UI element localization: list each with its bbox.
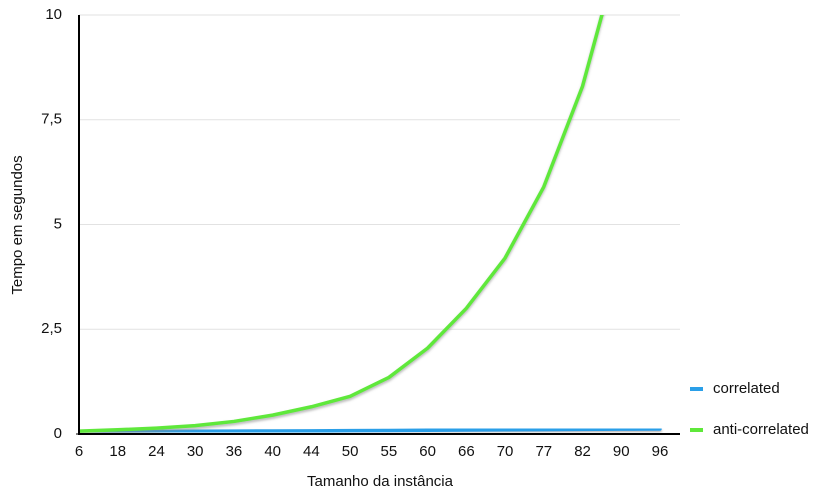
x-tick-label: 96 (652, 443, 669, 460)
x-tick-label: 70 (497, 443, 514, 460)
x-tick-label: 82 (574, 443, 591, 460)
legend-label: anti-correlated (713, 421, 809, 438)
x-tick-label: 40 (264, 443, 281, 460)
y-axis-label: Tempo em segundos (9, 155, 26, 294)
x-tick-label: 60 (419, 443, 436, 460)
label-layer: 0 2,5 5 7,5 10 6 18 24 30 36 40 44 50 55 60 66 70 77 82 90 9… (41, 6, 809, 460)
x-tick-label: 30 (187, 443, 204, 460)
y-tick-label: 10 (45, 6, 62, 23)
x-axis-label: Tamanho da instância (307, 473, 454, 490)
series-line (79, 15, 604, 433)
grid-layer (76, 14, 680, 435)
x-tick-label: 6 (75, 443, 83, 460)
series-line (79, 427, 662, 434)
x-tick-label: 44 (303, 443, 320, 460)
x-tick-label: 50 (342, 443, 359, 460)
y-tick-label: 2,5 (41, 320, 62, 337)
x-tick-label: 55 (381, 443, 398, 460)
legend-label: correlated (713, 380, 780, 397)
x-tick-label: 24 (148, 443, 165, 460)
axis-layer (78, 15, 680, 435)
x-tick-label: 90 (613, 443, 630, 460)
y-tick-label: 0 (54, 425, 62, 442)
x-tick-label: 77 (535, 443, 552, 460)
x-tick-label: 36 (226, 443, 243, 460)
y-tick-label: 7,5 (41, 111, 62, 128)
y-tick-label: 5 (54, 215, 62, 232)
line-layer (79, 15, 662, 434)
x-tick-label: 18 (109, 443, 126, 460)
x-tick-label: 66 (458, 443, 475, 460)
